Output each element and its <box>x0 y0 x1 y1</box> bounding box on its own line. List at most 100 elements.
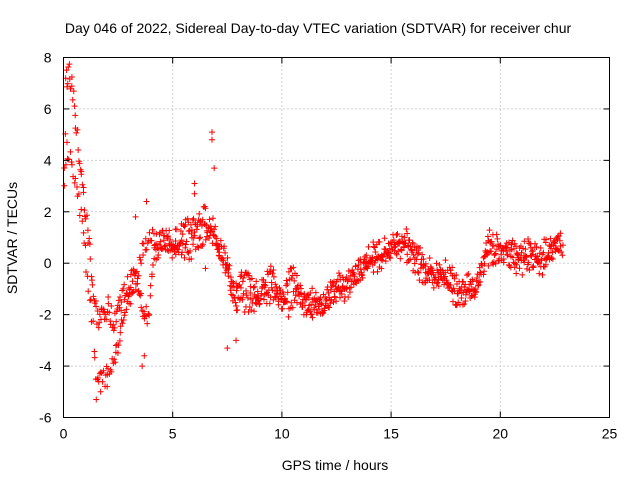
data-point <box>269 270 276 277</box>
data-point <box>527 240 534 247</box>
data-point <box>526 267 533 274</box>
data-point <box>504 244 511 251</box>
data-point <box>387 255 394 262</box>
data-point <box>94 308 101 315</box>
data-point <box>189 216 196 223</box>
data-point <box>393 251 400 258</box>
data-point <box>272 281 279 288</box>
data-point <box>403 225 410 232</box>
data-point <box>61 165 68 172</box>
data-point <box>268 279 275 286</box>
data-point <box>500 256 507 263</box>
data-point <box>307 290 314 297</box>
data-point <box>550 242 557 249</box>
data-point <box>202 236 209 243</box>
data-point <box>68 83 75 90</box>
data-point <box>169 254 176 261</box>
data-point <box>280 291 287 298</box>
data-point <box>521 238 528 245</box>
data-point <box>89 281 96 288</box>
grid-lines <box>63 57 610 418</box>
data-point <box>245 272 252 279</box>
data-point <box>264 271 271 278</box>
data-point <box>386 254 393 261</box>
data-point <box>125 292 132 299</box>
data-point <box>248 275 255 282</box>
data-point <box>427 268 434 275</box>
data-point <box>123 306 130 313</box>
data-point <box>295 282 302 289</box>
data-point <box>100 306 107 313</box>
data-point <box>212 223 219 230</box>
data-point-outlier <box>211 165 218 172</box>
data-point <box>157 238 164 245</box>
data-point <box>557 230 564 237</box>
data-point <box>264 289 271 296</box>
data-point <box>90 293 97 300</box>
data-point-outlier <box>209 136 216 143</box>
data-point <box>172 237 179 244</box>
data-point <box>392 243 399 250</box>
data-point <box>540 249 547 256</box>
data-point <box>478 261 485 268</box>
data-point <box>372 249 379 256</box>
data-point <box>488 248 495 255</box>
data-point <box>285 268 292 275</box>
data-point <box>539 271 546 278</box>
data-point <box>202 205 209 212</box>
data-point <box>97 369 104 376</box>
data-point <box>538 257 545 264</box>
data-point <box>140 240 147 247</box>
data-point <box>76 160 83 167</box>
data-point <box>441 281 448 288</box>
data-point <box>480 271 487 278</box>
data-point <box>430 284 437 291</box>
data-point <box>521 257 528 264</box>
data-point <box>129 289 136 296</box>
data-point <box>133 268 140 275</box>
data-point <box>64 80 71 87</box>
data-point <box>224 261 231 268</box>
data-point <box>496 257 503 264</box>
data-point <box>444 280 451 287</box>
data-point <box>270 267 277 274</box>
plot-frame <box>63 57 610 418</box>
data-point <box>63 139 70 146</box>
data-point <box>108 368 115 375</box>
data-point <box>132 269 139 276</box>
data-point <box>551 237 558 244</box>
data-point <box>386 245 393 252</box>
data-point <box>532 252 539 259</box>
data-point <box>458 295 465 302</box>
data-point <box>193 226 200 233</box>
data-point <box>278 305 285 312</box>
data-point <box>398 233 405 240</box>
data-point <box>494 235 501 242</box>
data-point <box>255 297 262 304</box>
data-point <box>442 269 449 276</box>
data-point <box>374 268 381 275</box>
data-point-outlier <box>97 388 104 395</box>
data-point <box>196 210 203 217</box>
y-tick-label: -2 <box>39 307 52 323</box>
data-point <box>293 272 300 279</box>
data-point <box>72 112 79 119</box>
data-point <box>331 294 338 301</box>
data-point <box>410 252 417 259</box>
data-point-outlier <box>132 213 139 220</box>
data-point <box>144 320 151 327</box>
data-point <box>162 246 169 253</box>
data-point <box>258 285 265 292</box>
y-tick-label: 4 <box>44 152 52 168</box>
data-point <box>504 252 511 259</box>
data-points <box>61 61 566 403</box>
data-point <box>73 184 80 191</box>
data-point <box>224 254 231 261</box>
data-point <box>370 239 377 246</box>
data-point <box>138 304 145 311</box>
data-point <box>106 309 113 316</box>
data-point <box>349 269 356 276</box>
data-point <box>475 282 482 289</box>
y-tick-label: -6 <box>39 410 52 426</box>
data-point <box>305 294 312 301</box>
